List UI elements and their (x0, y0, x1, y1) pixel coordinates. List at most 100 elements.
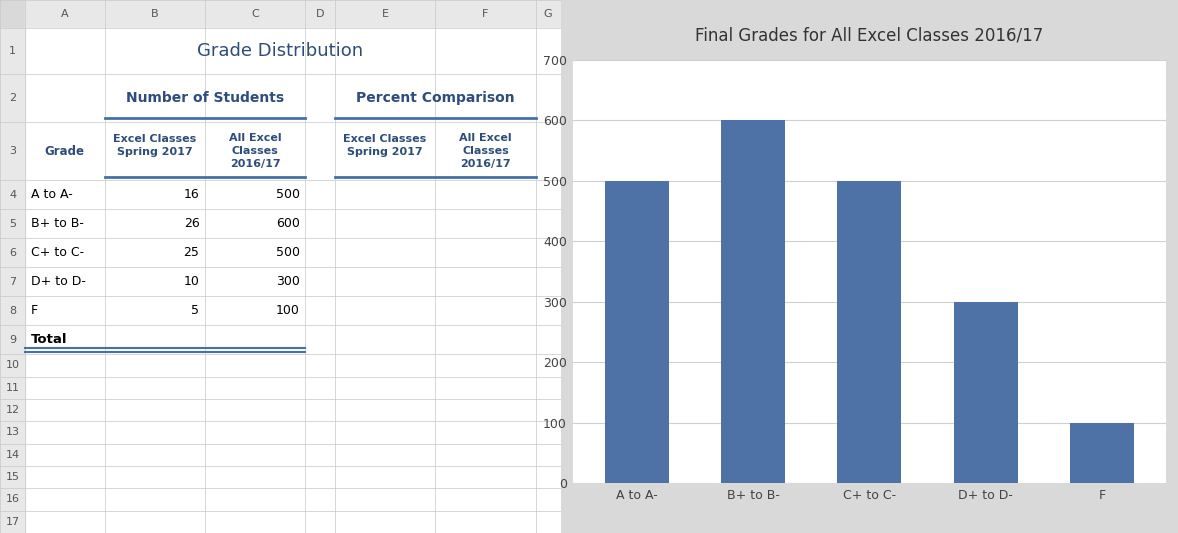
Bar (536, 267, 561, 296)
Text: Excel Classes
Spring 2017: Excel Classes Spring 2017 (113, 134, 197, 157)
Bar (25, 238, 105, 267)
Text: All Excel
Classes
2016/17: All Excel Classes 2016/17 (229, 133, 282, 169)
Bar (435, 209, 536, 238)
Bar (0, 28, 25, 74)
Bar (105, 399, 205, 421)
Bar (536, 0, 561, 28)
Bar (205, 488, 305, 511)
Bar (335, 466, 435, 488)
Bar (335, 74, 435, 122)
Text: 7: 7 (9, 277, 16, 287)
Text: 1: 1 (9, 46, 16, 56)
Bar (105, 122, 205, 180)
Text: 5: 5 (9, 219, 16, 229)
Bar (25, 267, 105, 296)
Bar (105, 238, 205, 267)
Text: 9: 9 (9, 335, 16, 345)
Bar (205, 325, 305, 354)
Bar (105, 511, 205, 533)
Bar (0, 354, 25, 376)
Bar (0, 209, 25, 238)
Bar (0, 488, 25, 511)
Bar (435, 325, 536, 354)
Text: 12: 12 (6, 405, 20, 415)
Bar (25, 325, 105, 354)
Bar (536, 443, 561, 466)
Text: 6: 6 (9, 248, 16, 258)
Bar (105, 376, 205, 399)
Bar (105, 466, 205, 488)
Text: 15: 15 (6, 472, 20, 482)
Bar (205, 238, 305, 267)
Bar (0, 376, 25, 399)
Bar (305, 238, 335, 267)
Bar (25, 296, 105, 325)
Bar (25, 466, 105, 488)
Bar (335, 325, 435, 354)
Bar (25, 122, 105, 180)
Bar (305, 325, 335, 354)
Bar (536, 238, 561, 267)
Bar (435, 376, 536, 399)
Bar (205, 267, 305, 296)
Bar (435, 466, 536, 488)
Bar (205, 28, 305, 74)
Bar (435, 267, 536, 296)
Bar (335, 488, 435, 511)
Bar (335, 28, 435, 74)
Bar (335, 209, 435, 238)
Bar (25, 399, 105, 421)
Bar (105, 421, 205, 443)
Bar (205, 74, 305, 122)
Bar (536, 209, 561, 238)
Bar (305, 466, 335, 488)
Text: 500: 500 (276, 188, 300, 201)
Bar (305, 354, 335, 376)
Text: 16: 16 (6, 495, 20, 504)
Bar (0, 443, 25, 466)
Bar (0, 296, 25, 325)
Text: 300: 300 (276, 275, 300, 288)
Bar (335, 296, 435, 325)
Bar (0, 325, 25, 354)
Bar (205, 466, 305, 488)
Text: 5: 5 (192, 304, 199, 317)
Bar (536, 296, 561, 325)
Bar (536, 399, 561, 421)
Bar (305, 376, 335, 399)
Bar (435, 443, 536, 466)
Bar (0, 511, 25, 533)
Bar (536, 122, 561, 180)
Bar (205, 511, 305, 533)
Text: Total: Total (31, 333, 67, 346)
Bar (25, 421, 105, 443)
Bar (205, 209, 305, 238)
Bar (205, 296, 305, 325)
Bar (536, 488, 561, 511)
Bar (205, 122, 305, 180)
Bar (25, 354, 105, 376)
Bar (536, 325, 561, 354)
Bar (435, 296, 536, 325)
Text: A: A (61, 9, 68, 19)
Bar (205, 399, 305, 421)
Bar (335, 376, 435, 399)
Text: 14: 14 (6, 450, 20, 460)
Text: 500: 500 (276, 246, 300, 259)
Text: D+ to D-: D+ to D- (31, 275, 86, 288)
Text: 8: 8 (9, 306, 16, 316)
Bar (305, 421, 335, 443)
Bar (954, 302, 1018, 483)
Bar (335, 267, 435, 296)
Bar (305, 511, 335, 533)
Bar (105, 488, 205, 511)
Bar (335, 0, 435, 28)
Bar (25, 443, 105, 466)
Text: 11: 11 (6, 383, 20, 393)
Text: 3: 3 (9, 146, 16, 156)
Bar (0, 399, 25, 421)
Bar (25, 511, 105, 533)
Bar (305, 0, 335, 28)
Text: F: F (482, 9, 489, 19)
Text: 600: 600 (276, 217, 300, 230)
